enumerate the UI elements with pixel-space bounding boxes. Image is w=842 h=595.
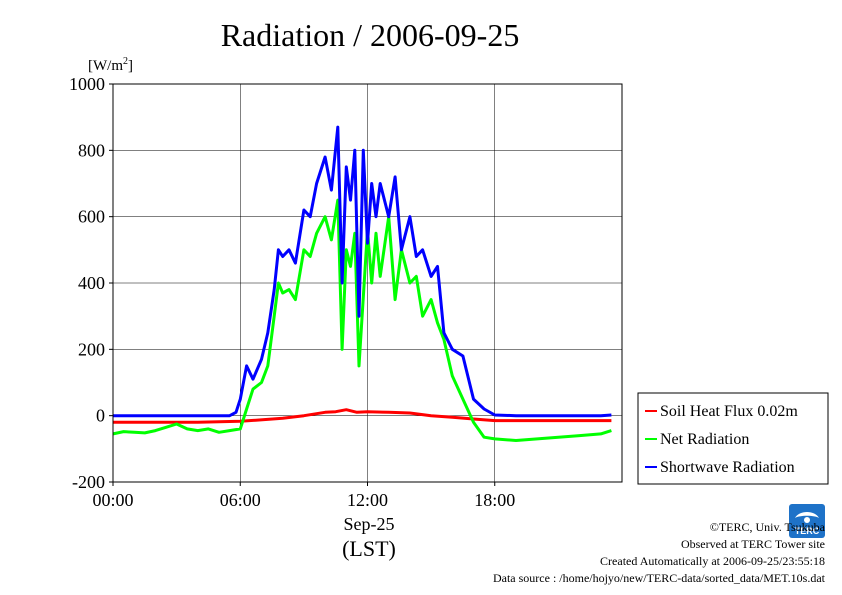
y-tick-label: 0 bbox=[96, 406, 105, 426]
legend-item-net-radiation: Net Radiation bbox=[645, 431, 749, 448]
x-axis-unit-label: (LST) bbox=[342, 536, 396, 561]
chart-title: Radiation / 2006-09-25 bbox=[221, 17, 520, 53]
y-axis-label-close: ] bbox=[128, 58, 133, 74]
y-tick-label: 400 bbox=[78, 273, 105, 293]
series-line-shortwave-radiation bbox=[113, 125, 612, 418]
series-line-soil-heat-flux-0-02m bbox=[113, 408, 612, 424]
credit-source: Data source : /home/hojyo/new/TERC-data/… bbox=[492, 571, 825, 585]
y-axis-ticks: -200 0 200 400 600 800 1000 bbox=[69, 74, 113, 492]
legend-label-soil-heat-flux: Soil Heat Flux 0.02m bbox=[660, 403, 798, 420]
logo-text: TERC bbox=[795, 526, 820, 536]
y-tick-label: 200 bbox=[78, 339, 105, 359]
y-axis-label-superscript: 2 bbox=[123, 56, 128, 67]
y-tick-label: 1000 bbox=[69, 74, 105, 94]
x-tick-label: 06:00 bbox=[220, 490, 261, 510]
legend-label-net-radiation: Net Radiation bbox=[660, 431, 749, 448]
legend-label-shortwave-radiation: Shortwave Radiation bbox=[660, 459, 795, 476]
x-tick-label: 18:00 bbox=[474, 490, 515, 510]
credit-site: Observed at TERC Tower site bbox=[680, 537, 825, 551]
y-tick-label: 800 bbox=[78, 140, 105, 160]
credit-created: Created Automatically at 2006-09-25/23:5… bbox=[600, 554, 825, 568]
terc-logo-icon: TERC bbox=[789, 504, 825, 538]
legend-item-soil-heat-flux: Soil Heat Flux 0.02m bbox=[645, 403, 798, 420]
series-lines bbox=[112, 125, 612, 442]
y-axis-label: [W/m2] bbox=[88, 56, 133, 74]
x-axis-ticks: 00:00 06:00 12:00 18:00 bbox=[92, 482, 515, 510]
y-tick-label: -200 bbox=[72, 472, 105, 492]
credit-copyright: ©TERC, Univ. Tsukuba bbox=[709, 520, 825, 534]
legend-box bbox=[637, 392, 829, 485]
x-axis-date-label: Sep-25 bbox=[344, 514, 395, 534]
x-tick-label: 12:00 bbox=[347, 490, 388, 510]
x-tick-label: 00:00 bbox=[92, 490, 133, 510]
legend-item-shortwave-radiation: Shortwave Radiation bbox=[645, 459, 795, 476]
logo-wave-shape bbox=[795, 512, 819, 518]
logo-drop-shape bbox=[804, 517, 810, 523]
y-tick-label: 600 bbox=[78, 207, 105, 227]
series-line-net-radiation bbox=[112, 198, 612, 442]
y-axis-label-base: [W/m bbox=[88, 58, 123, 74]
legend: Soil Heat Flux 0.02m Net Radiation Short… bbox=[637, 392, 829, 485]
